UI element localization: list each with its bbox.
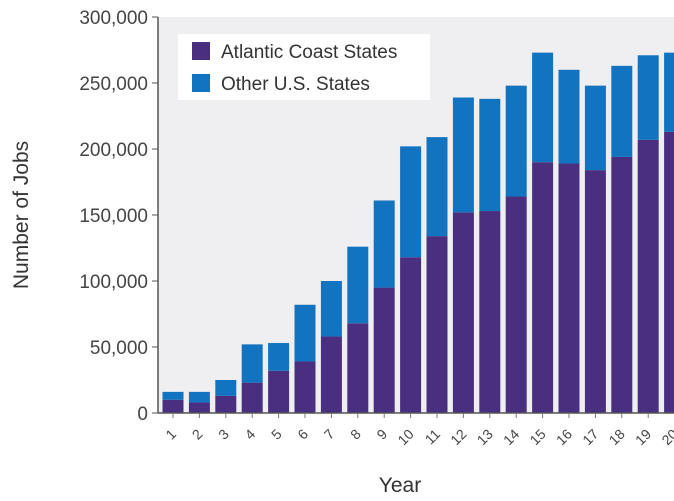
x-tick-label: 1 (162, 426, 179, 443)
legend: Atlantic Coast States Other U.S. States (178, 34, 430, 100)
bar-other-states (162, 391, 184, 400)
legend-label-atlantic: Atlantic Coast States (221, 42, 397, 63)
y-tick-label: 300,000 (79, 8, 148, 29)
x-tick-label: 11 (422, 426, 444, 448)
bar-other-states (452, 97, 474, 213)
x-tick-label: 8 (347, 426, 364, 443)
bar-atlantic-coast (452, 212, 474, 413)
bar-atlantic-coast (373, 287, 395, 413)
x-tick-label: 6 (294, 426, 311, 443)
bar-other-states (637, 55, 659, 140)
y-tick-label: 0 (137, 404, 148, 425)
bar-atlantic-coast (215, 395, 237, 413)
x-axis-title: Year (379, 474, 421, 497)
bar-other-states (505, 85, 527, 197)
x-tick-label: 20 (658, 426, 674, 448)
bar-other-states (426, 137, 448, 237)
x-tick-label: 16 (553, 426, 575, 448)
x-tick-label: 9 (373, 426, 390, 443)
y-tick-label: 50,000 (90, 338, 148, 359)
y-tick-label: 150,000 (79, 206, 148, 227)
x-tick-label: 13 (474, 426, 496, 448)
bar-other-states (584, 85, 606, 171)
x-tick-label: 19 (632, 426, 654, 448)
bar-atlantic-coast (664, 131, 674, 413)
legend-label-other: Other U.S. States (221, 74, 370, 95)
y-tick-label: 200,000 (79, 140, 148, 161)
x-tick-label: 15 (526, 426, 548, 448)
x-tick-label: 3 (215, 426, 232, 443)
bar-atlantic-coast (294, 361, 316, 413)
bar-other-states (664, 52, 674, 132)
bar-atlantic-coast (479, 211, 501, 413)
bar-other-states (320, 281, 342, 337)
bar-other-states (188, 391, 210, 403)
bar-atlantic-coast (320, 336, 342, 413)
y-tick-label: 100,000 (79, 272, 148, 293)
x-tick-label: 2 (189, 426, 206, 443)
x-tick-label: 17 (579, 426, 601, 448)
bar-atlantic-coast (611, 156, 633, 414)
bar-other-states (241, 344, 263, 383)
legend-swatch-atlantic (192, 42, 210, 60)
bar-atlantic-coast (637, 139, 659, 413)
bar-atlantic-coast (532, 162, 554, 413)
bar-atlantic-coast (268, 370, 290, 413)
bar-other-states (373, 200, 395, 288)
bar-atlantic-coast (400, 257, 422, 413)
x-tick-label: 4 (241, 426, 258, 443)
bar-atlantic-coast (505, 196, 527, 413)
x-tick-label: 12 (447, 426, 469, 448)
x-tick-label: 10 (394, 426, 416, 448)
bar-atlantic-coast (426, 236, 448, 413)
bar-other-states (294, 304, 316, 362)
x-tick-label: 18 (606, 426, 628, 448)
bar-atlantic-coast (347, 323, 369, 413)
bar-atlantic-coast (188, 402, 210, 413)
bar-other-states (532, 52, 554, 163)
bar-other-states (611, 65, 633, 157)
bar-other-states (479, 98, 501, 212)
legend-background (178, 34, 430, 100)
y-axis-title: Number of Jobs (10, 141, 33, 289)
bars-group (162, 52, 674, 414)
bar-atlantic-coast (558, 163, 580, 413)
legend-swatch-other (192, 74, 210, 92)
bar-atlantic-coast (241, 382, 263, 413)
bar-other-states (347, 246, 369, 324)
x-tick-label: 14 (500, 426, 522, 448)
x-tick-label: 5 (268, 426, 285, 443)
bar-other-states (558, 69, 580, 164)
bar-atlantic-coast (162, 399, 184, 413)
x-ticks-group: 1 2 3 4 5 6 7 8 9 10 11 12 13 14 15 16 17 18 19 20 (162, 413, 674, 448)
bar-other-states (215, 380, 237, 396)
y-tick-label: 250,000 (79, 74, 148, 95)
bar-other-states (400, 146, 422, 258)
y-ticks-group: 0 50,000 100,000 150,000 200,000 250,000 300,0… (79, 8, 158, 425)
bar-atlantic-coast (584, 170, 606, 413)
bar-other-states (268, 343, 290, 371)
x-tick-label: 7 (321, 426, 338, 443)
